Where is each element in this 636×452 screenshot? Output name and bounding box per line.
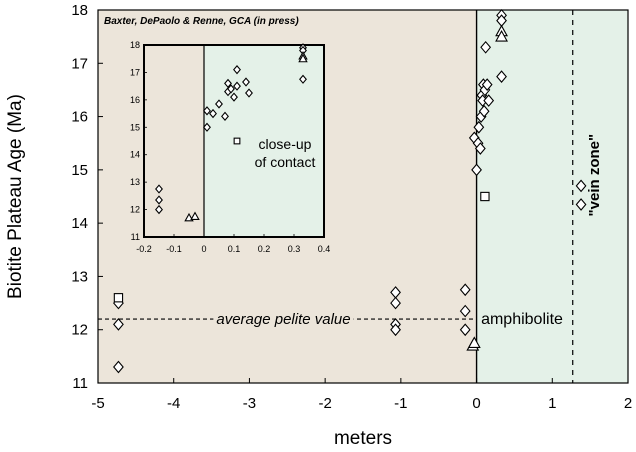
inset-data-point-diamond: [242, 77, 250, 87]
y-axis-title: Biotite Plateau Age (Ma): [5, 94, 26, 299]
inset-data-point-diamond: [209, 108, 217, 119]
data-point-diamond: [459, 283, 471, 297]
inset-data-point-diamond: [227, 84, 235, 94]
inset-pelite-zone: [144, 45, 204, 237]
inset-data-point-diamond: [233, 81, 241, 91]
inset-contact-label: of contact: [255, 154, 316, 170]
inset-data-point-diamond: [299, 74, 307, 84]
inset-y-tick-label: 11: [131, 232, 140, 242]
y-tick-label: 14: [71, 215, 88, 232]
data-point-diamond: [459, 304, 471, 318]
y-tick-label: 17: [71, 55, 88, 72]
inset-data-point-triangle: [190, 211, 200, 221]
inset-y-tick-label: 13: [130, 177, 140, 187]
y-tick-label: 13: [71, 268, 88, 285]
inset-x-tick-label: 0.2: [258, 244, 271, 254]
x-tick-label: -4: [167, 395, 180, 412]
data-point-square: [480, 191, 490, 202]
inset-data-point-diamond: [203, 122, 211, 132]
data-point-diamond: [473, 120, 485, 134]
data-point-diamond: [483, 94, 495, 107]
data-point-diamond: [480, 40, 492, 54]
inset-data-point-diamond: [215, 99, 223, 109]
data-point-diamond: [496, 70, 507, 83]
inset-x-tick-label: -0.1: [166, 244, 182, 254]
data-point-diamond: [113, 360, 124, 374]
x-tick-label: -3: [243, 395, 256, 412]
inset-y-tick-label: 16: [130, 95, 140, 105]
inset-data-point-diamond: [224, 78, 232, 89]
inset-data-point-triangle: [298, 53, 308, 63]
average-pelite-label-backing: [213, 311, 354, 329]
inset-x-tick-label: 0.3: [288, 244, 301, 254]
inset-y-tick-label: 17: [130, 67, 140, 77]
x-tick-label: -1: [394, 395, 407, 412]
inset-x-tick-label: 0.1: [228, 244, 241, 254]
citation-label: Baxter, DePaolo & Renne, GCA (in press): [104, 16, 299, 27]
inset-data-point-diamond: [245, 88, 253, 98]
average-pelite-value-label: average pelite value: [216, 311, 350, 328]
data-point-diamond: [575, 179, 587, 193]
inset-data-point-diamond: [233, 65, 241, 75]
inset-data-point-diamond: [230, 92, 238, 102]
inset-x-tick-label: 0.4: [318, 244, 331, 254]
inset-data-point-diamond: [155, 204, 163, 215]
inset-data-point-diamond: [203, 106, 211, 116]
data-point-diamond: [481, 78, 493, 91]
inset-y-tick-label: 14: [130, 150, 140, 160]
y-tick-label: 15: [71, 162, 88, 179]
vein-zone-label: "vein zone": [586, 134, 603, 217]
data-point-diamond: [575, 198, 587, 211]
data-point-diamond: [471, 163, 482, 177]
x-tick-label: 0: [472, 395, 480, 412]
data-point-diamond: [390, 296, 401, 310]
inset-y-tick-label: 15: [130, 122, 140, 132]
x-axis-title: meters: [334, 428, 392, 449]
x-tick-label: 1: [548, 395, 556, 412]
data-point-diamond: [478, 104, 490, 118]
inset-closeup-label: close-up: [259, 136, 312, 152]
inset-data-point-diamond: [221, 111, 229, 121]
inset-data-point-square: [233, 137, 241, 145]
plot-frame: [97, 9, 629, 384]
data-point-diamond: [113, 318, 124, 331]
x-tick-label: 2: [624, 395, 632, 412]
y-tick-label: 11: [72, 375, 88, 392]
inset-x-tick-label: 0: [201, 244, 206, 254]
inset-data-point-diamond: [155, 195, 163, 205]
inset-x-tick-label: -0.2: [136, 244, 152, 254]
x-tick-label: -2: [318, 395, 331, 412]
amphibolite-label: amphibolite: [481, 311, 563, 328]
data-point-diamond: [459, 323, 471, 337]
y-tick-label: 12: [71, 322, 88, 339]
data-point-triangle: [467, 336, 481, 348]
y-tick-label: 18: [71, 2, 88, 19]
data-point-diamond: [474, 142, 486, 155]
inset-y-tick-label: 12: [130, 205, 140, 215]
inset-data-point-diamond: [155, 184, 163, 194]
data-point-diamond: [390, 323, 401, 337]
x-tick-label: -5: [91, 395, 104, 412]
data-point-triangle: [495, 30, 508, 42]
y-tick-label: 16: [71, 109, 88, 126]
inset-y-tick-label: 18: [130, 40, 140, 50]
data-point-square: [113, 293, 124, 303]
